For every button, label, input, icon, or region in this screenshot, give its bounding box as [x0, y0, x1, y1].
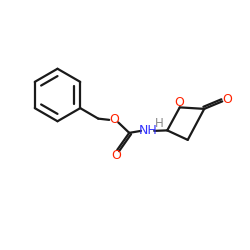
Text: O: O — [111, 149, 121, 162]
Text: O: O — [222, 93, 232, 106]
Text: NH: NH — [139, 124, 158, 137]
Text: H: H — [155, 117, 164, 130]
Text: O: O — [174, 96, 184, 109]
Text: O: O — [109, 114, 119, 126]
